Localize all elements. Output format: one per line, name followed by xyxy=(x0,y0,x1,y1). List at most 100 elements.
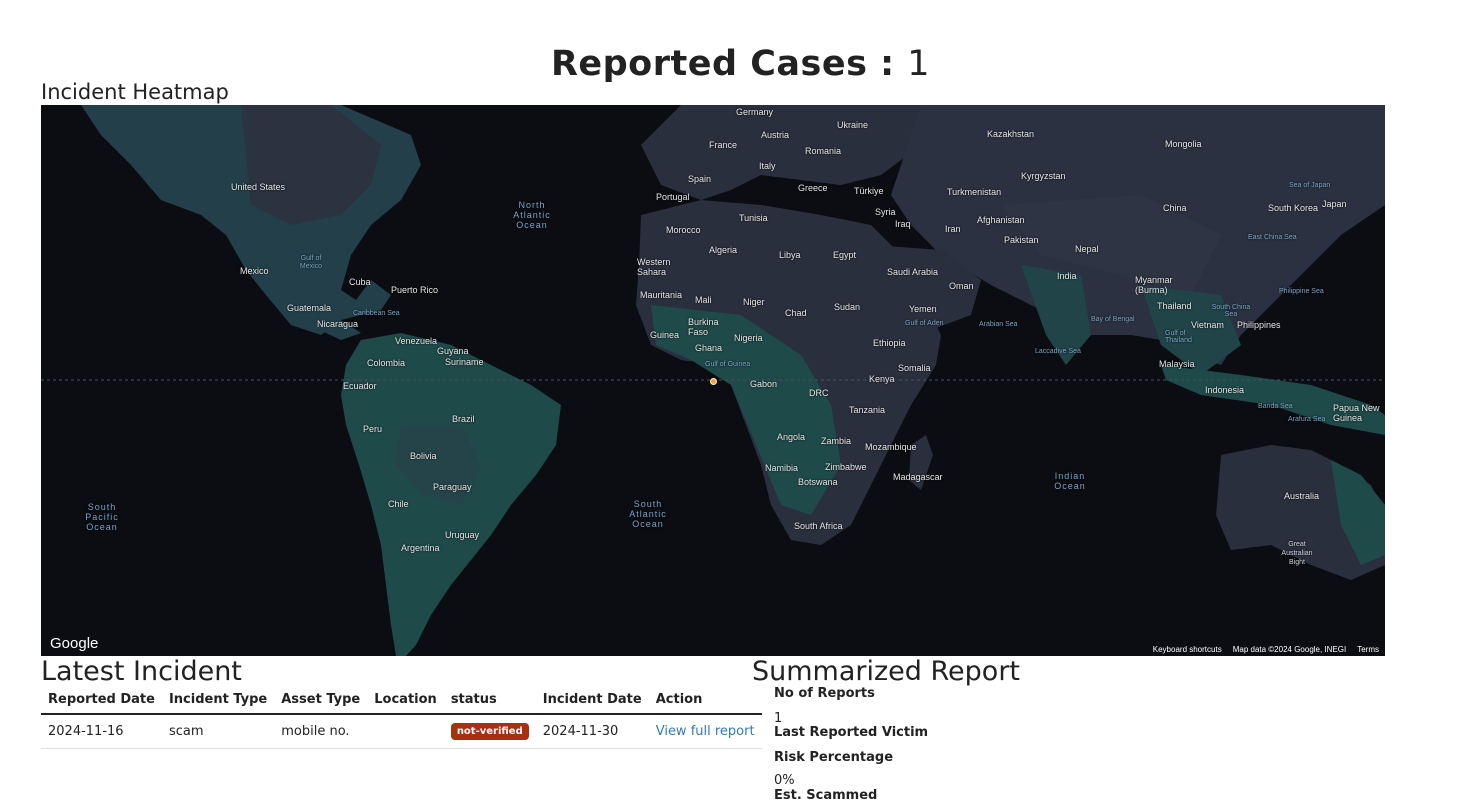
map-label: Puerto Rico xyxy=(391,285,439,295)
map-label: Namibia xyxy=(765,463,799,473)
map-label: Ecuador xyxy=(343,381,377,391)
column-header: Asset Type xyxy=(274,686,368,715)
map-label: Western Sahara xyxy=(637,257,671,277)
map-label: Turkmenistan xyxy=(947,187,1002,197)
map-label: Gulf of Mexico xyxy=(299,255,323,270)
map-label: Saudi Arabia xyxy=(887,267,939,277)
incident-type-cell: scam xyxy=(161,714,275,749)
keyboard-shortcuts-link[interactable]: Keyboard shortcuts xyxy=(1152,645,1222,654)
column-header: status xyxy=(443,686,536,715)
map-label: Caribbean Sea xyxy=(353,310,400,317)
map-label: Italy xyxy=(759,161,776,171)
map-label: Madagascar xyxy=(893,472,943,482)
map-label: Gabon xyxy=(750,379,778,389)
map-label: Libya xyxy=(779,250,801,260)
central-america-landmass xyxy=(291,305,361,340)
map-label: Peru xyxy=(363,424,383,434)
map-label: Paraguay xyxy=(433,482,472,492)
column-header: Incident Type xyxy=(161,686,275,715)
map-label: Myanmar (Burma) xyxy=(1135,275,1173,295)
incident-heatmap-map[interactable]: Germany Ukraine Kazakhstan Austria Franc… xyxy=(41,105,1385,656)
incident-date-cell: 2024-11-30 xyxy=(535,714,649,749)
location-cell xyxy=(367,714,444,749)
map-label: Zambia xyxy=(821,436,852,446)
map-label: South China Sea xyxy=(1211,304,1251,318)
incident-table: Reported Date Incident Type Asset Type L… xyxy=(41,686,762,749)
map-label: Yemen xyxy=(909,304,937,314)
page-title-label: Reported Cases : xyxy=(550,44,895,84)
map-label: Papua New Guinea xyxy=(1333,403,1380,423)
summarized-report-title: Summarized Report xyxy=(752,656,1021,687)
google-logo: Google xyxy=(50,635,99,652)
map-label: Uruguay xyxy=(445,530,480,540)
column-header: Location xyxy=(367,686,444,715)
map-label: South Korea xyxy=(1268,203,1319,213)
map-label: Iran xyxy=(945,224,961,234)
map-label: Germany xyxy=(736,107,774,117)
map-label: Austria xyxy=(761,130,790,140)
map-label: Chad xyxy=(785,308,807,318)
map-label: Ethiopia xyxy=(873,338,906,348)
map-label: Philippines xyxy=(1237,320,1281,330)
map-label: Mali xyxy=(695,295,712,305)
map-label: Angola xyxy=(777,432,806,442)
arabia-landmass xyxy=(871,245,981,330)
map-label: United States xyxy=(231,182,286,192)
map-label: Nicaragua xyxy=(317,319,359,329)
map-label: Colombia xyxy=(367,358,406,368)
indonesia-landmass xyxy=(1161,365,1385,435)
map-label: South Atlantic Ocean xyxy=(629,499,667,529)
map-label: South Africa xyxy=(794,521,843,531)
column-header: Incident Date xyxy=(535,686,649,715)
map-label: Niger xyxy=(743,297,765,307)
map-label: Mozambique xyxy=(865,442,917,452)
map-label: Nigeria xyxy=(734,333,763,343)
map-label: Botswana xyxy=(798,477,838,487)
map-label: Egypt xyxy=(833,250,857,260)
view-full-report-link[interactable]: View full report xyxy=(655,724,755,739)
map-label: Guatemala xyxy=(287,303,332,313)
map-label: Mongolia xyxy=(1165,139,1202,149)
map-label: Guinea xyxy=(650,330,680,340)
map-label: Arabian Sea xyxy=(979,321,1018,328)
no-of-reports-label: No of Reports xyxy=(774,686,875,701)
map-label: Sudan xyxy=(834,302,861,312)
map-label: Zimbabwe xyxy=(825,462,867,472)
map-data-attribution: Map data ©2024 Google, INEGI xyxy=(1232,645,1347,654)
map-label: France xyxy=(709,140,738,150)
map-label: Spain xyxy=(688,174,712,184)
europe-landmass xyxy=(641,105,941,200)
column-header: Reported Date xyxy=(41,686,162,715)
map-label: Tunisia xyxy=(739,213,768,223)
map-label: Vietnam xyxy=(1191,320,1224,330)
table-row: 2024-11-16 scam mobile no. not-verified … xyxy=(41,714,762,749)
map-label: Mexico xyxy=(240,266,269,276)
map-label: Australia xyxy=(1284,491,1320,501)
map-label: Cuba xyxy=(349,277,371,287)
map-label: Afghanistan xyxy=(977,215,1025,225)
reported-date-cell: 2024-11-16 xyxy=(41,714,162,749)
map-label: Pakistan xyxy=(1004,235,1039,245)
map-label: Burkina Faso xyxy=(688,317,719,337)
map-label: Greece xyxy=(798,183,828,193)
status-cell: not-verified xyxy=(443,714,536,749)
map-label: China xyxy=(1163,203,1187,213)
incident-marker[interactable] xyxy=(710,378,717,385)
map-label: Indonesia xyxy=(1205,385,1245,395)
latest-incident-title: Latest Incident xyxy=(41,656,242,687)
asset-type-cell: mobile no. xyxy=(274,714,368,749)
map-label: Nepal xyxy=(1075,244,1099,254)
map-label: Türkiye xyxy=(854,186,884,196)
terms-link[interactable]: Terms xyxy=(1357,645,1379,654)
map-landmasses xyxy=(41,105,1385,656)
map-label: Thailand xyxy=(1157,301,1192,311)
map-label: Ukraine xyxy=(837,120,869,130)
map-label: Indian Ocean xyxy=(1054,471,1086,491)
map-label: Guyana xyxy=(437,346,469,356)
map-label: Arafura Sea xyxy=(1288,416,1326,423)
map-label: Kazakhstan xyxy=(987,129,1035,139)
map-label: Kenya xyxy=(869,374,895,384)
map-label: North Atlantic Ocean xyxy=(513,200,551,230)
map-label: Sea of Japan xyxy=(1289,182,1331,189)
